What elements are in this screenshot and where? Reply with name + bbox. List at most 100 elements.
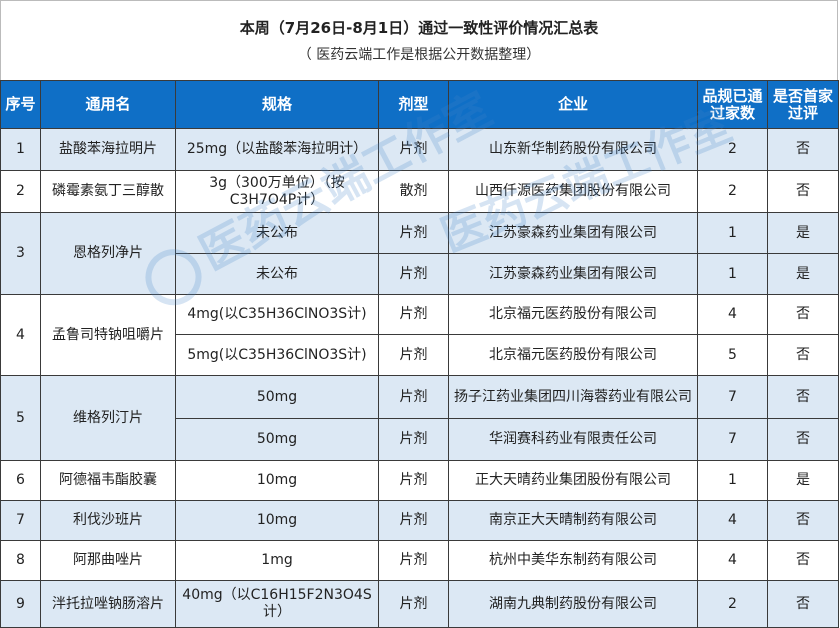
dosage-form-cell: 片剂: [378, 540, 449, 581]
company-cell: 山西仟源医药集团股份有限公司: [448, 170, 698, 213]
dosage-form-cell: 片剂: [378, 212, 449, 254]
dosage-form-cell: 片剂: [378, 500, 449, 541]
serial-cell: 3: [0, 212, 41, 295]
first-approval-cell: 是: [767, 212, 839, 254]
spec-cell: 未公布: [175, 212, 379, 254]
spec-cell: 未公布: [175, 253, 379, 295]
column-header-approved-count: 品规已通过家数: [697, 80, 768, 129]
dosage-form-cell: 片剂: [378, 253, 449, 295]
generic-name-cell: 维格列汀片: [40, 375, 176, 461]
column-header-generic-name: 通用名: [40, 80, 176, 129]
spec-cell: 40mg（以C16H15F2N3O4S 计）: [175, 580, 379, 628]
table-row: 2 磷霉素氨丁三醇散 3g（300万单位）（按C3H7O4P计） 散剂 山西仟源医药集团…: [0, 170, 839, 213]
approved-count-cell: 2: [697, 580, 768, 628]
first-approval-cell: 否: [767, 170, 839, 213]
approved-count-cell: 4: [697, 500, 768, 541]
spec-cell: 50mg: [175, 375, 379, 419]
column-header-spec: 规格: [175, 80, 379, 129]
company-cell: 南京正大天晴制药有限公司: [448, 500, 698, 541]
first-approval-cell: 否: [767, 540, 839, 581]
company-cell: 正大天晴药业集团股份有限公司: [448, 460, 698, 501]
company-cell: 华润赛科药业有限责任公司: [448, 418, 698, 461]
first-approval-cell: 否: [767, 375, 839, 419]
serial-cell: 5: [0, 375, 41, 461]
table-row: 50mg 片剂 华润赛科药业有限责任公司 7 否: [1, 418, 839, 461]
spec-cell: 25mg（以盐酸苯海拉明计）: [175, 128, 379, 171]
approved-count-cell: 5: [697, 334, 768, 376]
column-header-first-approval: 是否首家过评: [767, 80, 839, 129]
approved-count-cell: 4: [697, 294, 768, 335]
company-cell: 江苏豪森药业集团有限公司: [448, 212, 698, 254]
first-approval-cell: 否: [767, 580, 839, 628]
company-cell: 江苏豪森药业集团有限公司: [448, 253, 698, 295]
dosage-form-cell: 片剂: [378, 580, 449, 628]
generic-name-cell: 泮托拉唑钠肠溶片: [40, 580, 176, 628]
spec-cell: 5mg(以C35H36ClNO3S计): [175, 334, 379, 376]
company-cell: 北京福元医药股份有限公司: [448, 334, 698, 376]
dosage-form-cell: 片剂: [378, 294, 449, 335]
generic-name-cell: 孟鲁司特钠咀嚼片: [40, 294, 176, 376]
page-subtitle: （ 医药云端工作是根据公开数据整理）: [297, 47, 541, 63]
table-row: 9 泮托拉唑钠肠溶片 40mg（以C16H15F2N3O4S 计） 片剂 湖南九典制药股…: [0, 580, 839, 628]
spec-cell: 1mg: [175, 540, 379, 581]
table-row: 6 阿德福韦酯胶囊 10mg 片剂 正大天晴药业集团股份有限公司 1 是: [0, 460, 839, 501]
first-approval-cell: 否: [767, 334, 839, 376]
approved-count-cell: 7: [697, 418, 768, 461]
approved-count-cell: 1: [697, 212, 768, 254]
table-row: 1 盐酸苯海拉明片 25mg（以盐酸苯海拉明计） 片剂 山东新华制药股份有限公司 2 否: [0, 128, 839, 171]
first-approval-cell: 否: [767, 294, 839, 335]
dosage-form-cell: 片剂: [378, 334, 449, 376]
column-header-company: 企业: [448, 80, 698, 129]
generic-name-cell: 恩格列净片: [40, 212, 176, 295]
summary-table: 序号 通用名 规格 剂型 企业 品规已通过家数 是否首家过评 1 盐酸苯海拉明片 25mg（以盐…: [0, 80, 839, 628]
first-approval-cell: 否: [767, 128, 839, 171]
spec-cell: 50mg: [175, 418, 379, 461]
company-cell: 山东新华制药股份有限公司: [448, 128, 698, 171]
dosage-form-cell: 散剂: [378, 170, 449, 213]
approved-count-cell: 7: [697, 375, 768, 419]
company-cell: 杭州中美华东制药有限公司: [448, 540, 698, 581]
spec-cell: 10mg: [175, 460, 379, 501]
header-row: 序号 通用名 规格 剂型 企业 品规已通过家数 是否首家过评: [0, 80, 839, 129]
approved-count-cell: 1: [697, 253, 768, 295]
approved-count-cell: 2: [697, 128, 768, 171]
dosage-form-cell: 片剂: [378, 375, 449, 419]
table-row: 未公布 片剂 江苏豪森药业集团有限公司 1 是: [1, 253, 839, 295]
dosage-form-cell: 片剂: [378, 128, 449, 171]
title-area: 本周（7月26日-8月1日）通过一致性评价情况汇总表 （ 医药云端工作是根据公开…: [0, 0, 838, 80]
approved-count-cell: 4: [697, 540, 768, 581]
first-approval-cell: 是: [767, 460, 839, 501]
serial-cell: 1: [0, 128, 41, 171]
table-row: 3 恩格列净片 未公布 片剂 江苏豪森药业集团有限公司 1 是: [0, 212, 839, 295]
column-header-serial: 序号: [0, 80, 41, 129]
table-row: 7 利伐沙班片 10mg 片剂 南京正大天晴制药有限公司 4 否: [0, 500, 839, 541]
serial-cell: 4: [0, 294, 41, 376]
column-header-dosage-form: 剂型: [378, 80, 449, 129]
company-cell: 扬子江药业集团四川海蓉药业有限公司: [448, 375, 698, 419]
generic-name-cell: 利伐沙班片: [40, 500, 176, 541]
generic-name-cell: 阿那曲唑片: [40, 540, 176, 581]
serial-cell: 6: [0, 460, 41, 501]
company-cell: 北京福元医药股份有限公司: [448, 294, 698, 335]
table-row: 4 孟鲁司特钠咀嚼片 4mg(以C35H36ClNO3S计) 片剂 北京福元医药股份有限…: [0, 294, 839, 376]
serial-cell: 8: [0, 540, 41, 581]
approved-count-cell: 2: [697, 170, 768, 213]
first-approval-cell: 否: [767, 500, 839, 541]
page-title: 本周（7月26日-8月1日）通过一致性评价情况汇总表: [239, 19, 599, 37]
spec-cell: 4mg(以C35H36ClNO3S计): [175, 294, 379, 335]
serial-cell: 9: [0, 580, 41, 628]
spec-cell: 3g（300万单位）（按C3H7O4P计）: [175, 170, 379, 213]
spec-cell: 10mg: [175, 500, 379, 541]
first-approval-cell: 否: [767, 418, 839, 461]
first-approval-cell: 是: [767, 253, 839, 295]
serial-cell: 7: [0, 500, 41, 541]
company-cell: 湖南九典制药股份有限公司: [448, 580, 698, 628]
dosage-form-cell: 片剂: [378, 460, 449, 501]
serial-cell: 2: [0, 170, 41, 213]
approved-count-cell: 1: [697, 460, 768, 501]
table-row: 8 阿那曲唑片 1mg 片剂 杭州中美华东制药有限公司 4 否: [0, 540, 839, 581]
table-row: 5 维格列汀片 50mg 片剂 扬子江药业集团四川海蓉药业有限公司 7 否: [0, 375, 839, 461]
generic-name-cell: 盐酸苯海拉明片: [40, 128, 176, 171]
dosage-form-cell: 片剂: [378, 418, 449, 461]
generic-name-cell: 磷霉素氨丁三醇散: [40, 170, 176, 213]
